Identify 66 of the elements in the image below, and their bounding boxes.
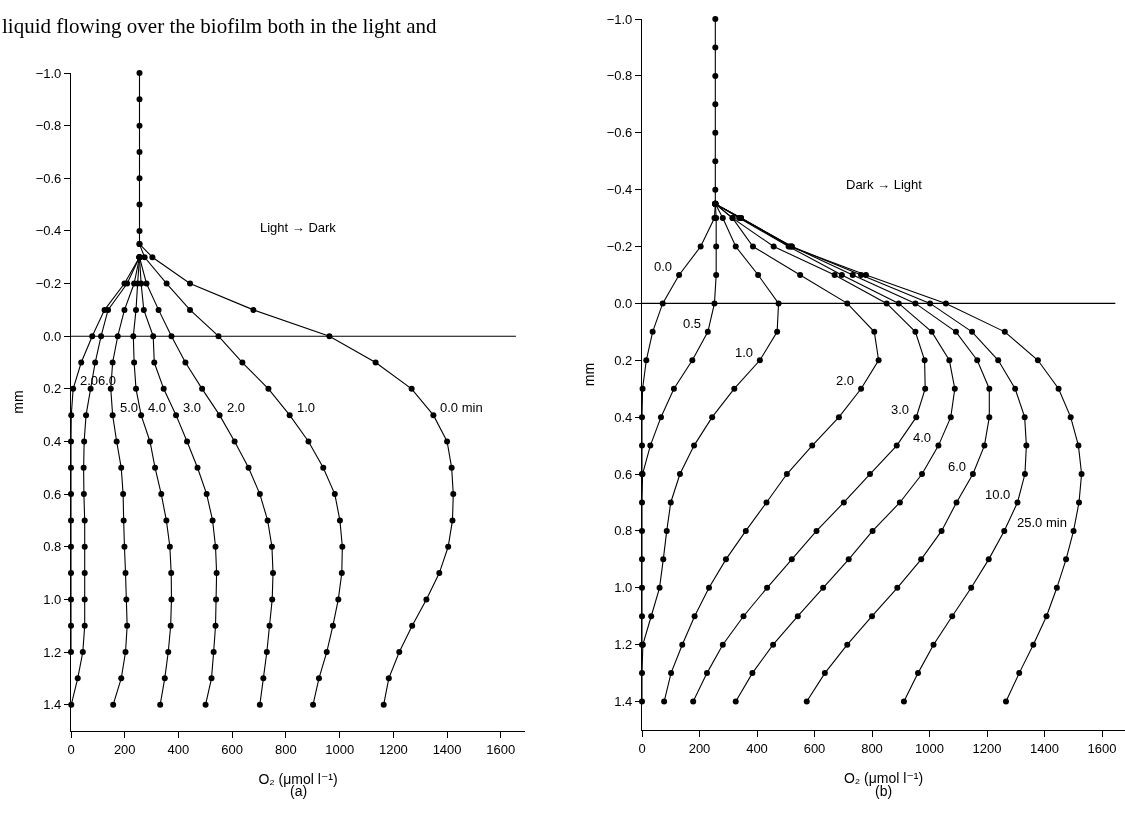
x-tick-label: 1000: [325, 741, 355, 757]
x-tick-label: 1600: [486, 741, 516, 757]
x-tick-label: 0: [67, 741, 75, 757]
y-tick-label: −0.4: [606, 182, 633, 198]
annotation: Dark → Light: [846, 177, 923, 192]
annotation: 0.0: [654, 259, 673, 274]
annotation: 2.0: [836, 373, 855, 388]
annotation: 0.0 min: [440, 400, 483, 415]
y-tick-label: 0.6: [614, 466, 633, 482]
y-tick-label: 0.4: [614, 409, 633, 425]
y-tick-label: 0.2: [614, 352, 633, 368]
y-tick-label: −0.6: [606, 125, 633, 141]
x-tick-label: 600: [221, 741, 244, 757]
y-axis-title: mm: [10, 390, 27, 414]
annotation: 10.0: [985, 487, 1011, 502]
annotation: Light → Dark: [260, 220, 337, 235]
x-tick-label: 400: [167, 741, 190, 757]
annotation: 2.0: [227, 400, 246, 415]
annotation: 25.0 min: [1017, 515, 1067, 530]
y-tick-label: −0.8: [606, 68, 633, 84]
y-tick-label: −0.2: [35, 276, 62, 292]
x-tick-label: 1400: [432, 741, 462, 757]
text: liquid flowing over the biofilm both in the light and: [2, 14, 438, 38]
annotation: 0.5: [683, 316, 702, 331]
text: (b): [875, 783, 893, 799]
y-tick-label: 0.8: [614, 523, 633, 539]
y-tick-label: 1.2: [614, 637, 633, 653]
annotation: 6.0: [948, 459, 967, 474]
y-tick-label: 1.0: [614, 580, 633, 596]
x-tick-label: 1000: [915, 740, 944, 756]
annotation: 1.0: [297, 400, 316, 415]
x-tick-label: 200: [688, 740, 711, 756]
x-tick-label: 800: [275, 741, 297, 757]
y-tick-label: 1.4: [614, 694, 633, 710]
x-tick-label: 0: [638, 740, 646, 756]
x-tick-label: 1400: [1030, 740, 1059, 756]
y-tick-label: 1.0: [43, 591, 62, 607]
y-axis-title: mm: [581, 362, 598, 387]
x-tick-label: 800: [861, 740, 883, 756]
y-tick-label: 0.8: [43, 539, 62, 555]
x-tick-label: 600: [803, 740, 826, 756]
y-tick-label: −0.6: [35, 170, 62, 186]
y-tick-label: 0.0: [43, 328, 62, 344]
y-tick-label: 1.4: [43, 697, 62, 713]
y-tick-label: 0.2: [43, 381, 62, 397]
y-tick-label: −1.0: [606, 11, 633, 27]
annotation: 5.0: [120, 400, 139, 415]
x-tick-label: 1200: [378, 741, 408, 757]
annotation: 3.0: [891, 402, 910, 417]
x-tick-label: 200: [113, 741, 136, 757]
y-tick-label: −1.0: [35, 65, 62, 81]
y-tick-label: 0.0: [614, 295, 633, 311]
annotation: 3.0: [183, 400, 202, 415]
annotation: 4.0: [148, 400, 167, 415]
annotation: 1.0: [735, 345, 754, 360]
y-tick-label: 1.2: [43, 644, 62, 660]
y-tick-label: −0.8: [35, 118, 62, 134]
y-tick-label: −0.4: [35, 223, 62, 239]
x-tick-label: 400: [746, 740, 768, 756]
annotation: 4.0: [913, 430, 932, 445]
y-tick-label: −0.2: [606, 239, 633, 255]
x-tick-label: 1600: [1087, 740, 1117, 756]
y-tick-label: 0.6: [43, 486, 62, 502]
y-tick-label: 0.4: [43, 434, 62, 450]
x-tick-label: 1200: [972, 740, 1002, 756]
x-axis-title: O₂ (μmol l⁻¹): [843, 769, 924, 786]
